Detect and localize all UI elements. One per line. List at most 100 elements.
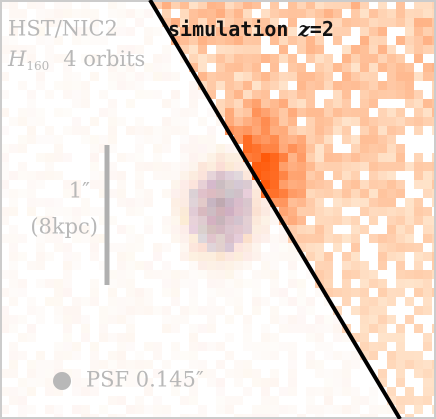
pixel (108, 270, 117, 279)
pixel (423, 333, 432, 342)
pixel (351, 270, 360, 279)
pixel (171, 0, 180, 9)
pixel (144, 162, 153, 171)
pixel (378, 279, 387, 288)
pixel (387, 9, 396, 18)
pixel (315, 0, 324, 9)
pixel (342, 252, 351, 261)
pixel (270, 54, 279, 63)
pixel (207, 198, 216, 207)
pixel (189, 135, 198, 144)
pixel (81, 27, 90, 36)
pixel (243, 414, 252, 419)
pixel (189, 225, 198, 234)
pixel (297, 0, 306, 9)
pixel (117, 414, 126, 419)
pixel (261, 18, 270, 27)
pixel (18, 81, 27, 90)
pixel (144, 36, 153, 45)
pixel (45, 216, 54, 225)
pixel (189, 261, 198, 270)
pixel (288, 0, 297, 9)
pixel (315, 54, 324, 63)
pixel (423, 288, 432, 297)
pixel (324, 153, 333, 162)
pixel (216, 171, 225, 180)
pixel (360, 153, 369, 162)
pixel (126, 225, 135, 234)
pixel (180, 9, 189, 18)
pixel (180, 36, 189, 45)
pixel (378, 405, 387, 414)
pixel (261, 342, 270, 351)
pixel (243, 225, 252, 234)
pixel (261, 225, 270, 234)
pixel (117, 63, 126, 72)
pixel (27, 45, 36, 54)
pixel (63, 333, 72, 342)
pixel (360, 207, 369, 216)
pixel (396, 225, 405, 234)
pixel (117, 117, 126, 126)
pixel (387, 18, 396, 27)
pixel (423, 207, 432, 216)
pixel (270, 81, 279, 90)
pixel (270, 270, 279, 279)
pixel (396, 252, 405, 261)
pixel (171, 99, 180, 108)
pixel (153, 405, 162, 414)
pixel (252, 180, 261, 189)
pixel (405, 18, 414, 27)
pixel (225, 117, 234, 126)
pixel (378, 315, 387, 324)
pixel (369, 198, 378, 207)
pixel (99, 144, 108, 153)
pixel (324, 216, 333, 225)
pixel (234, 27, 243, 36)
pixel (189, 351, 198, 360)
pixel (72, 72, 81, 81)
pixel (180, 369, 189, 378)
pixel (252, 189, 261, 198)
pixel (216, 0, 225, 9)
pixel (36, 369, 45, 378)
pixel (189, 27, 198, 36)
pixel (270, 189, 279, 198)
pixel (297, 162, 306, 171)
pixel (63, 306, 72, 315)
pixel (0, 387, 9, 396)
pixel (243, 261, 252, 270)
pixel (405, 36, 414, 45)
pixel (216, 279, 225, 288)
pixel (63, 153, 72, 162)
pixel (270, 144, 279, 153)
pixel (297, 36, 306, 45)
pixel (63, 342, 72, 351)
pixel (270, 414, 279, 419)
scale-kpc-label: (8kpc) (30, 215, 98, 239)
pixel (90, 378, 99, 387)
pixel (324, 162, 333, 171)
pixel (198, 0, 207, 9)
pixel (45, 135, 54, 144)
pixel (162, 18, 171, 27)
pixel (45, 207, 54, 216)
pixel (306, 387, 315, 396)
pixel (423, 369, 432, 378)
pixel (225, 216, 234, 225)
pixel (378, 324, 387, 333)
pixel (144, 216, 153, 225)
pixel (288, 225, 297, 234)
pixel (63, 189, 72, 198)
pixel (270, 234, 279, 243)
pixel (243, 279, 252, 288)
pixel (144, 306, 153, 315)
pixel (387, 288, 396, 297)
pixel (279, 180, 288, 189)
pixel (270, 0, 279, 9)
pixel (207, 162, 216, 171)
pixel (207, 252, 216, 261)
pixel (297, 171, 306, 180)
pixel (0, 315, 9, 324)
pixel (117, 171, 126, 180)
